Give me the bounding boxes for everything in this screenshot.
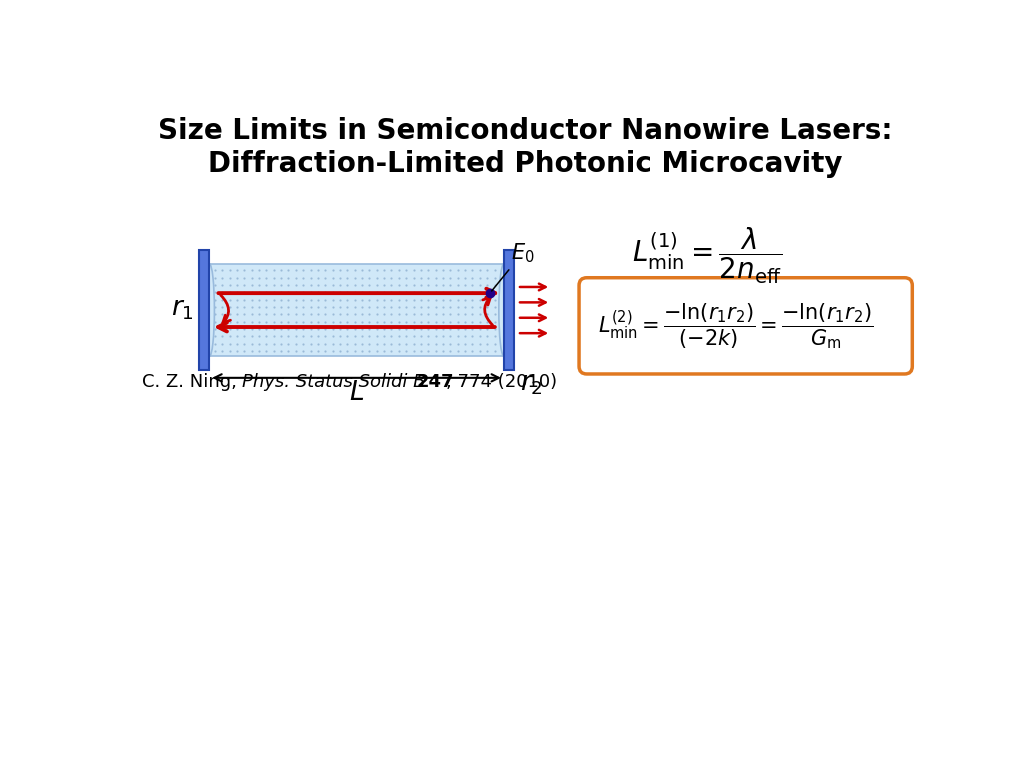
Text: $L_{\mathrm{min}}^{(2)} = \dfrac{-\ln(r_1 r_2)}{(-2k)} = \dfrac{-\ln(r_1 r_2)}{G: $L_{\mathrm{min}}^{(2)} = \dfrac{-\ln(r_… [598, 301, 873, 351]
Text: $r_1$: $r_1$ [171, 296, 194, 322]
Text: $r_2$: $r_2$ [519, 371, 543, 396]
Text: $L$: $L$ [349, 380, 365, 406]
Text: , 774 (2010): , 774 (2010) [445, 372, 557, 391]
Text: 247: 247 [417, 372, 454, 391]
Text: C. Z. Ning,: C. Z. Ning, [142, 372, 243, 391]
FancyBboxPatch shape [579, 278, 912, 374]
Text: $L_{\mathrm{min}}^{(1)} = \dfrac{\lambda}{2n_{\mathrm{eff}}}$: $L_{\mathrm{min}}^{(1)} = \dfrac{\lambda… [632, 226, 782, 286]
Text: $E_0$: $E_0$ [492, 241, 535, 291]
Ellipse shape [205, 264, 214, 356]
Bar [504, 250, 514, 369]
Text: Size Limits in Semiconductor Nanowire Lasers:: Size Limits in Semiconductor Nanowire La… [158, 117, 892, 144]
Ellipse shape [499, 264, 509, 356]
Text: Phys. Status Solidi B: Phys. Status Solidi B [242, 372, 425, 391]
Bar [209, 264, 504, 356]
Text: Diffraction-Limited Photonic Microcavity: Diffraction-Limited Photonic Microcavity [208, 150, 842, 177]
Bar [200, 250, 209, 369]
